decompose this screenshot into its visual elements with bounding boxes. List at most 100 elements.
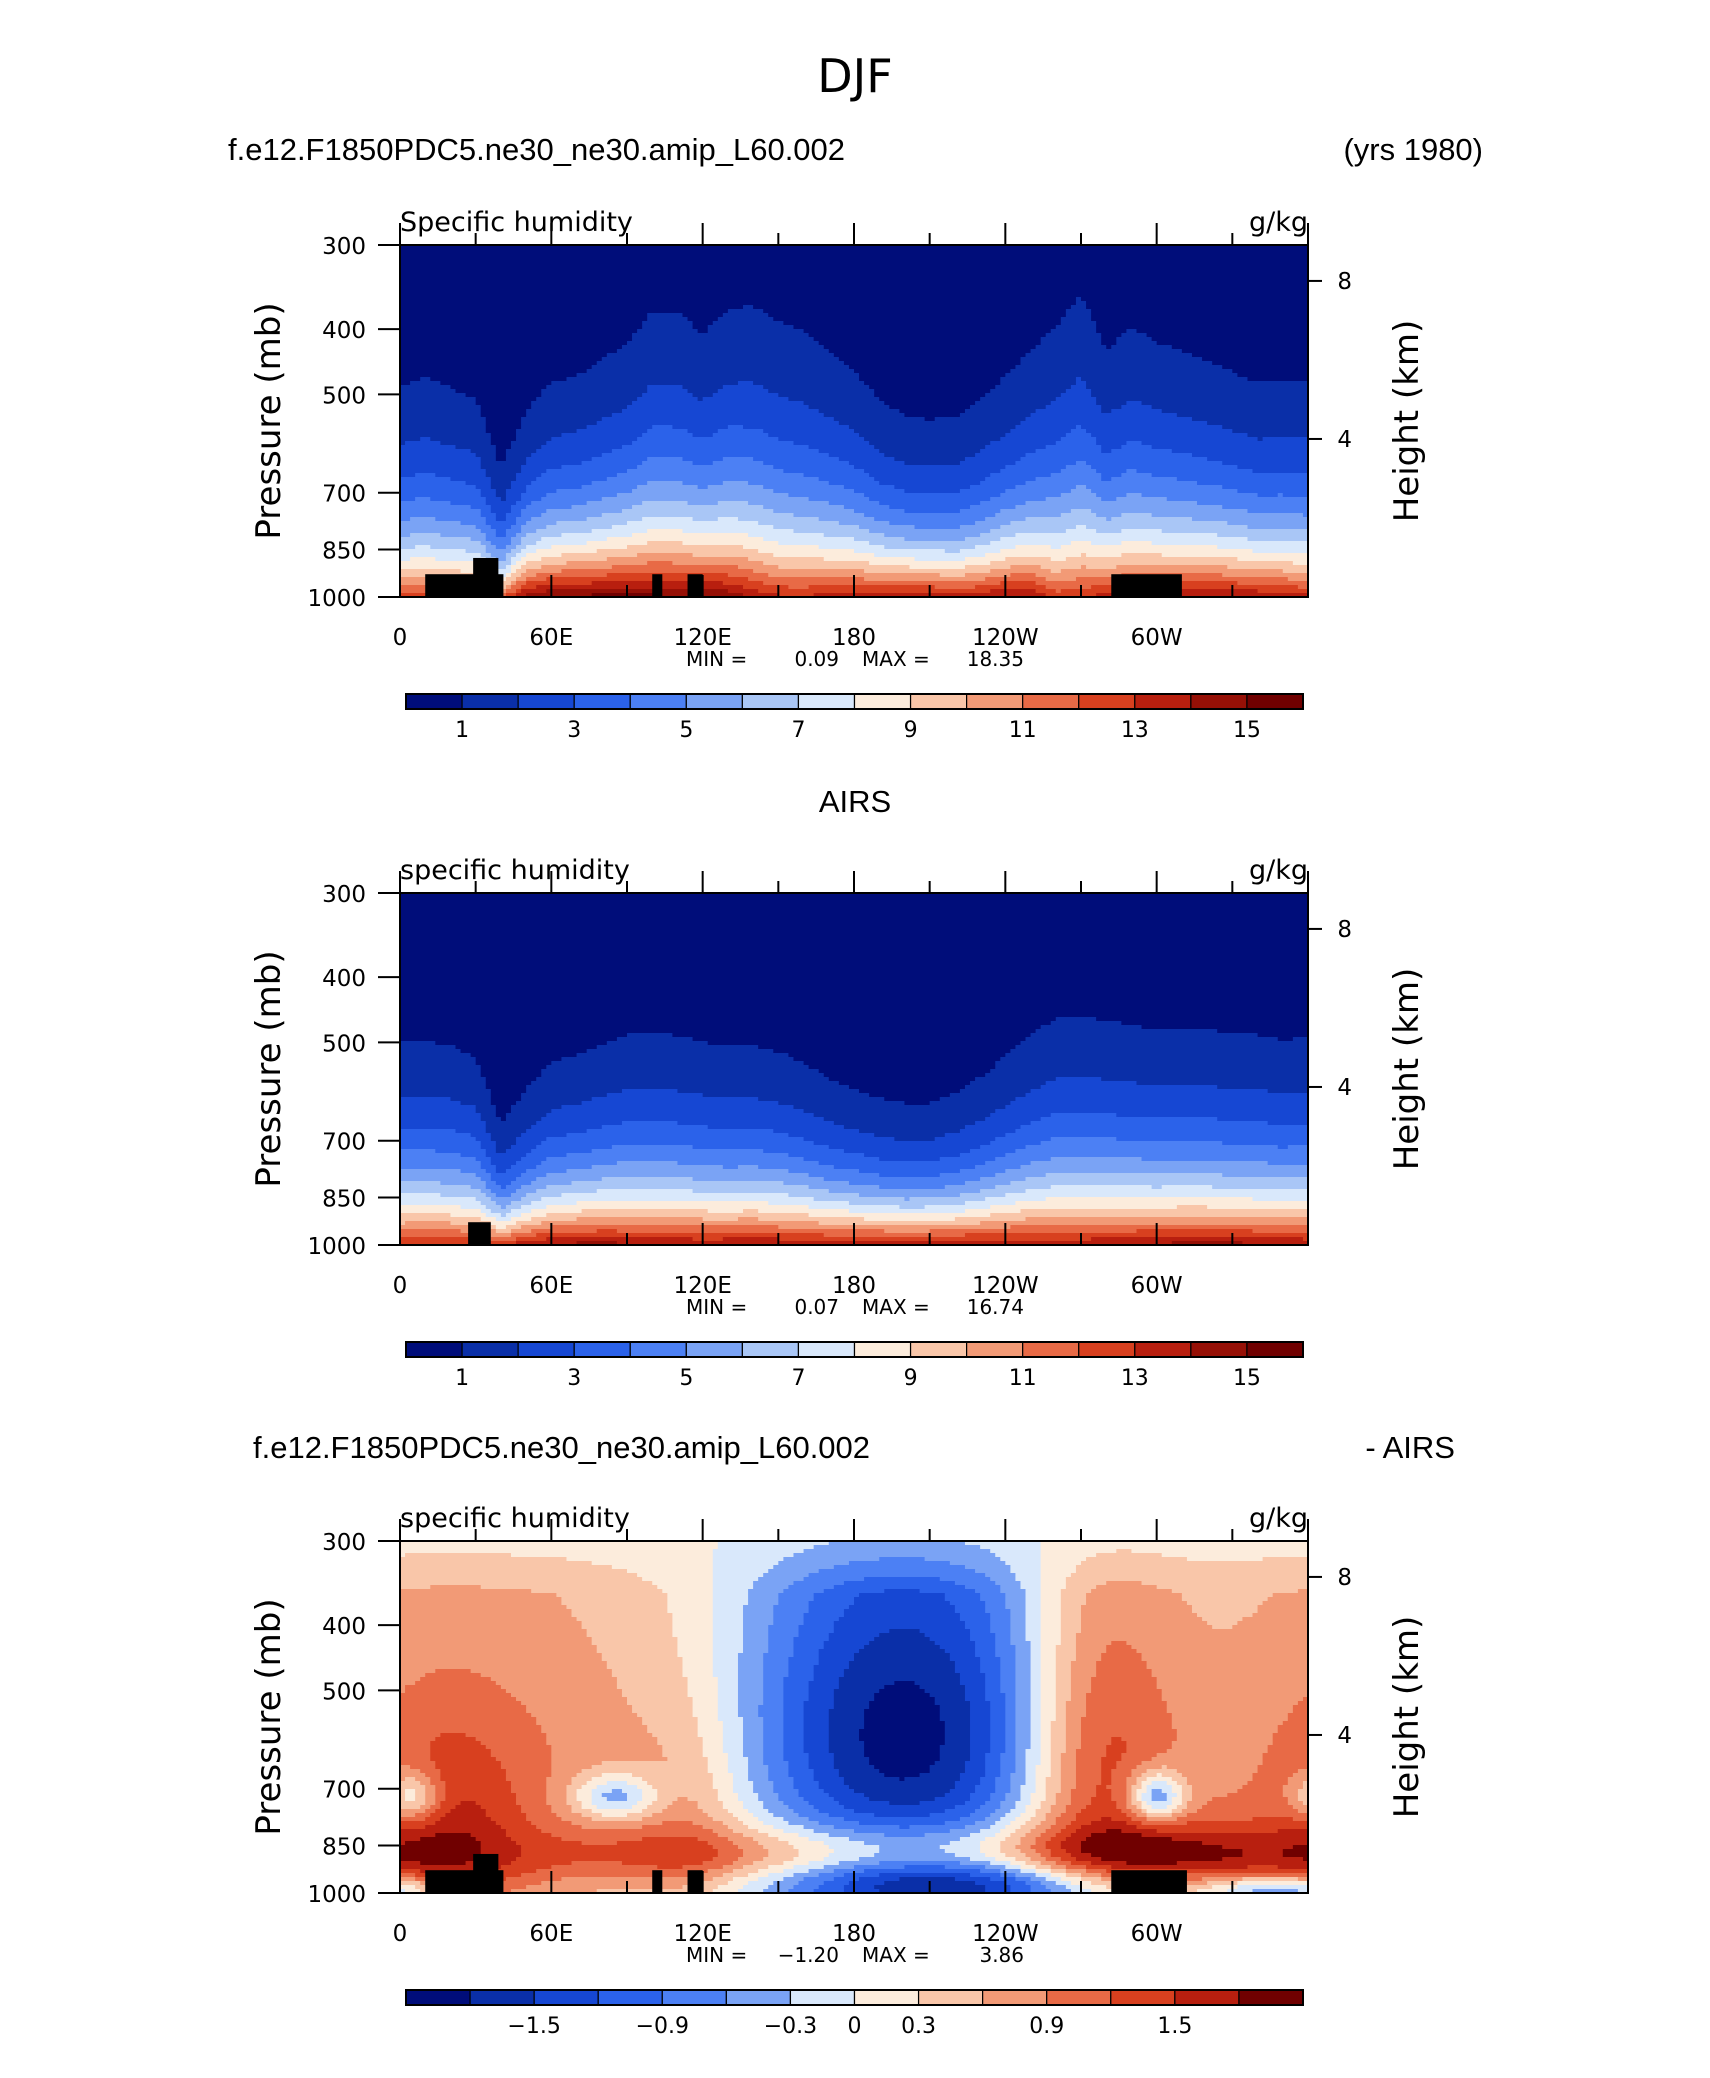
contour-cell bbox=[783, 1869, 810, 1874]
contour-cell bbox=[521, 1133, 568, 1138]
contour-cell bbox=[541, 1729, 648, 1734]
contour-cell bbox=[1086, 301, 1308, 306]
contour-cell bbox=[1106, 1749, 1127, 1754]
contour-cell bbox=[854, 465, 1006, 470]
contour-cell bbox=[1060, 545, 1218, 550]
contour-cell bbox=[1060, 1753, 1077, 1758]
contour-cell bbox=[803, 1721, 830, 1726]
contour-cell bbox=[1005, 1881, 1027, 1886]
colorbar-label: 0.9 bbox=[1029, 2014, 1064, 2039]
contour-cell bbox=[964, 1765, 986, 1770]
contour-cell bbox=[864, 1153, 961, 1158]
contour-cell bbox=[753, 569, 865, 574]
colorbar-swatch bbox=[1134, 693, 1192, 710]
contour-cell bbox=[546, 577, 749, 582]
contour-cell bbox=[717, 1705, 739, 1710]
contour-cell bbox=[954, 1877, 991, 1882]
contour-cell bbox=[1081, 1741, 1112, 1746]
contour-cell bbox=[647, 561, 673, 566]
contour-cell bbox=[1171, 1725, 1279, 1730]
contour-cell bbox=[970, 1633, 996, 1638]
contour-cell bbox=[964, 1233, 1308, 1238]
contour-cell bbox=[480, 1161, 492, 1166]
contour-cell bbox=[601, 417, 835, 422]
contour-cell bbox=[707, 329, 805, 334]
contour-cell bbox=[435, 1789, 446, 1794]
contour-cell bbox=[879, 449, 981, 454]
contour-cell bbox=[1030, 1877, 1047, 1882]
contour-cell bbox=[400, 1201, 482, 1206]
contour-cell bbox=[1065, 1721, 1082, 1726]
contour-cell bbox=[833, 1753, 865, 1758]
contour-cell bbox=[1287, 1781, 1304, 1786]
contour-cell bbox=[601, 497, 810, 502]
contour-cell bbox=[566, 377, 860, 382]
contour-cell bbox=[1000, 1673, 1017, 1678]
contour-cell bbox=[1232, 429, 1308, 434]
contour-cell bbox=[692, 1037, 1027, 1042]
contour-cell bbox=[400, 997, 1308, 1002]
contour-cell bbox=[748, 1769, 769, 1774]
contour-cell bbox=[1176, 1729, 1279, 1734]
contour-cell bbox=[1287, 577, 1308, 582]
contour-cell bbox=[400, 1205, 462, 1210]
colorbar-swatch bbox=[685, 1341, 743, 1358]
contour-cell bbox=[803, 1577, 865, 1582]
contour-cell bbox=[687, 1797, 719, 1802]
contour-cell bbox=[420, 1861, 467, 1866]
contour-cell bbox=[1060, 393, 1092, 398]
contour-cell bbox=[516, 545, 527, 550]
contour-cell bbox=[1242, 1785, 1284, 1790]
contour-cell bbox=[798, 1833, 830, 1838]
contour-cell bbox=[879, 1173, 941, 1178]
contour-cell bbox=[400, 1013, 1308, 1018]
contour-cell bbox=[1050, 1765, 1062, 1770]
contour-cell bbox=[606, 1093, 704, 1098]
contour-cell bbox=[722, 313, 769, 318]
contour-cell bbox=[1055, 1717, 1067, 1722]
contour-cell bbox=[1015, 1725, 1032, 1730]
contour-cell bbox=[495, 1217, 512, 1222]
contour-cell bbox=[521, 537, 542, 542]
contour-cell bbox=[990, 441, 1057, 446]
contour-cell bbox=[1075, 485, 1087, 490]
contour-cell bbox=[848, 365, 1017, 370]
contour-cell bbox=[783, 1701, 805, 1706]
contour-cell bbox=[1050, 1849, 1067, 1854]
contour-cell bbox=[990, 1733, 1006, 1738]
contour-cell bbox=[1035, 1781, 1047, 1786]
contour-cell bbox=[1065, 1581, 1107, 1586]
contour-cell bbox=[980, 501, 1027, 506]
contour-cell bbox=[400, 1173, 477, 1178]
contour-cell bbox=[1081, 377, 1249, 382]
contour-cell bbox=[964, 1201, 1017, 1206]
contour-cell bbox=[505, 489, 527, 494]
contour-cell bbox=[541, 1141, 815, 1146]
contour-cell bbox=[833, 1765, 875, 1770]
contour-cell bbox=[964, 1209, 1022, 1214]
contour-cell bbox=[763, 1693, 784, 1698]
contour-cell bbox=[1086, 1557, 1188, 1562]
contour-cell bbox=[485, 421, 522, 426]
pressure-tick-label: 700 bbox=[322, 1130, 366, 1156]
contour-cell bbox=[1106, 1649, 1138, 1654]
contour-cell bbox=[480, 1177, 492, 1182]
contour-cell bbox=[1030, 1725, 1042, 1730]
contour-cell bbox=[490, 441, 512, 446]
contour-cell bbox=[1121, 513, 1153, 518]
contour-cell bbox=[1086, 429, 1233, 434]
contour-cell bbox=[985, 1817, 1001, 1822]
contour-cell bbox=[1257, 1033, 1308, 1038]
contour-cell bbox=[833, 1701, 870, 1706]
contour-cell bbox=[551, 1765, 593, 1770]
contour-cell bbox=[430, 1777, 441, 1782]
contour-cell bbox=[551, 1225, 779, 1230]
contour-cell bbox=[859, 1857, 971, 1862]
contour-cell bbox=[1000, 581, 1037, 586]
contour-cell bbox=[985, 1853, 1006, 1858]
contour-cell bbox=[500, 1765, 552, 1770]
contour-cell bbox=[495, 1109, 512, 1114]
colorbar-label: 1 bbox=[455, 1366, 469, 1391]
contour-cell bbox=[521, 493, 547, 498]
contour-cell bbox=[1050, 1873, 1067, 1878]
